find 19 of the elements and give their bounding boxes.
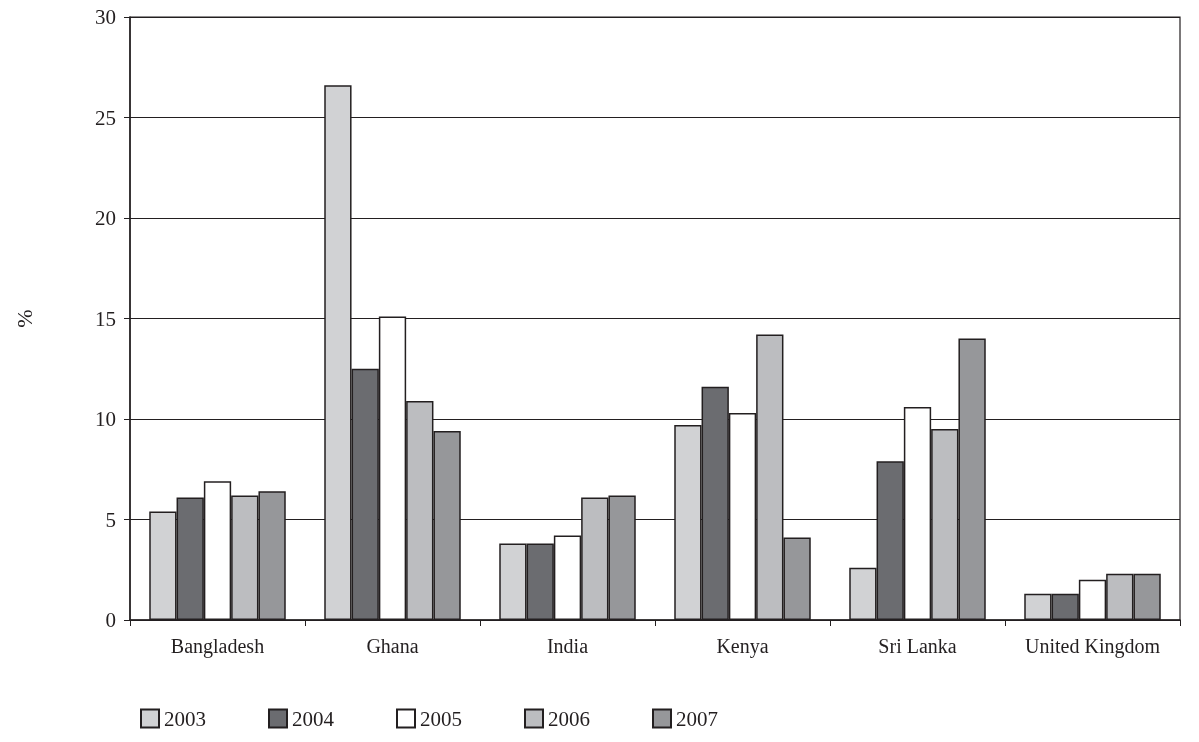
y-tick-label: 20 <box>95 206 116 230</box>
y-axis-title: % <box>11 309 37 328</box>
y-tick-label: 0 <box>105 608 116 632</box>
legend-label: 2007 <box>676 706 718 731</box>
x-tick-label: Bangladesh <box>170 635 265 658</box>
x-tick-label: Sri Lanka <box>878 635 957 657</box>
y-tick-label: 25 <box>95 105 116 130</box>
x-tick-label: United Kingdom <box>1025 635 1161 658</box>
legend-label: 2005 <box>420 706 462 731</box>
y-tick-label: 15 <box>95 306 116 331</box>
legend-label: 2003 <box>164 706 206 731</box>
x-tick-label: Kenya <box>716 635 769 658</box>
legend-label: 2006 <box>548 706 590 731</box>
x-tick-label: Ghana <box>366 635 419 657</box>
y-tick-label: 5 <box>105 507 116 532</box>
y-tick-label: 30 <box>95 5 116 29</box>
x-tick-label: India <box>546 635 589 657</box>
y-tick-label: 10 <box>95 407 116 431</box>
legend-label: 2004 <box>292 706 335 731</box>
